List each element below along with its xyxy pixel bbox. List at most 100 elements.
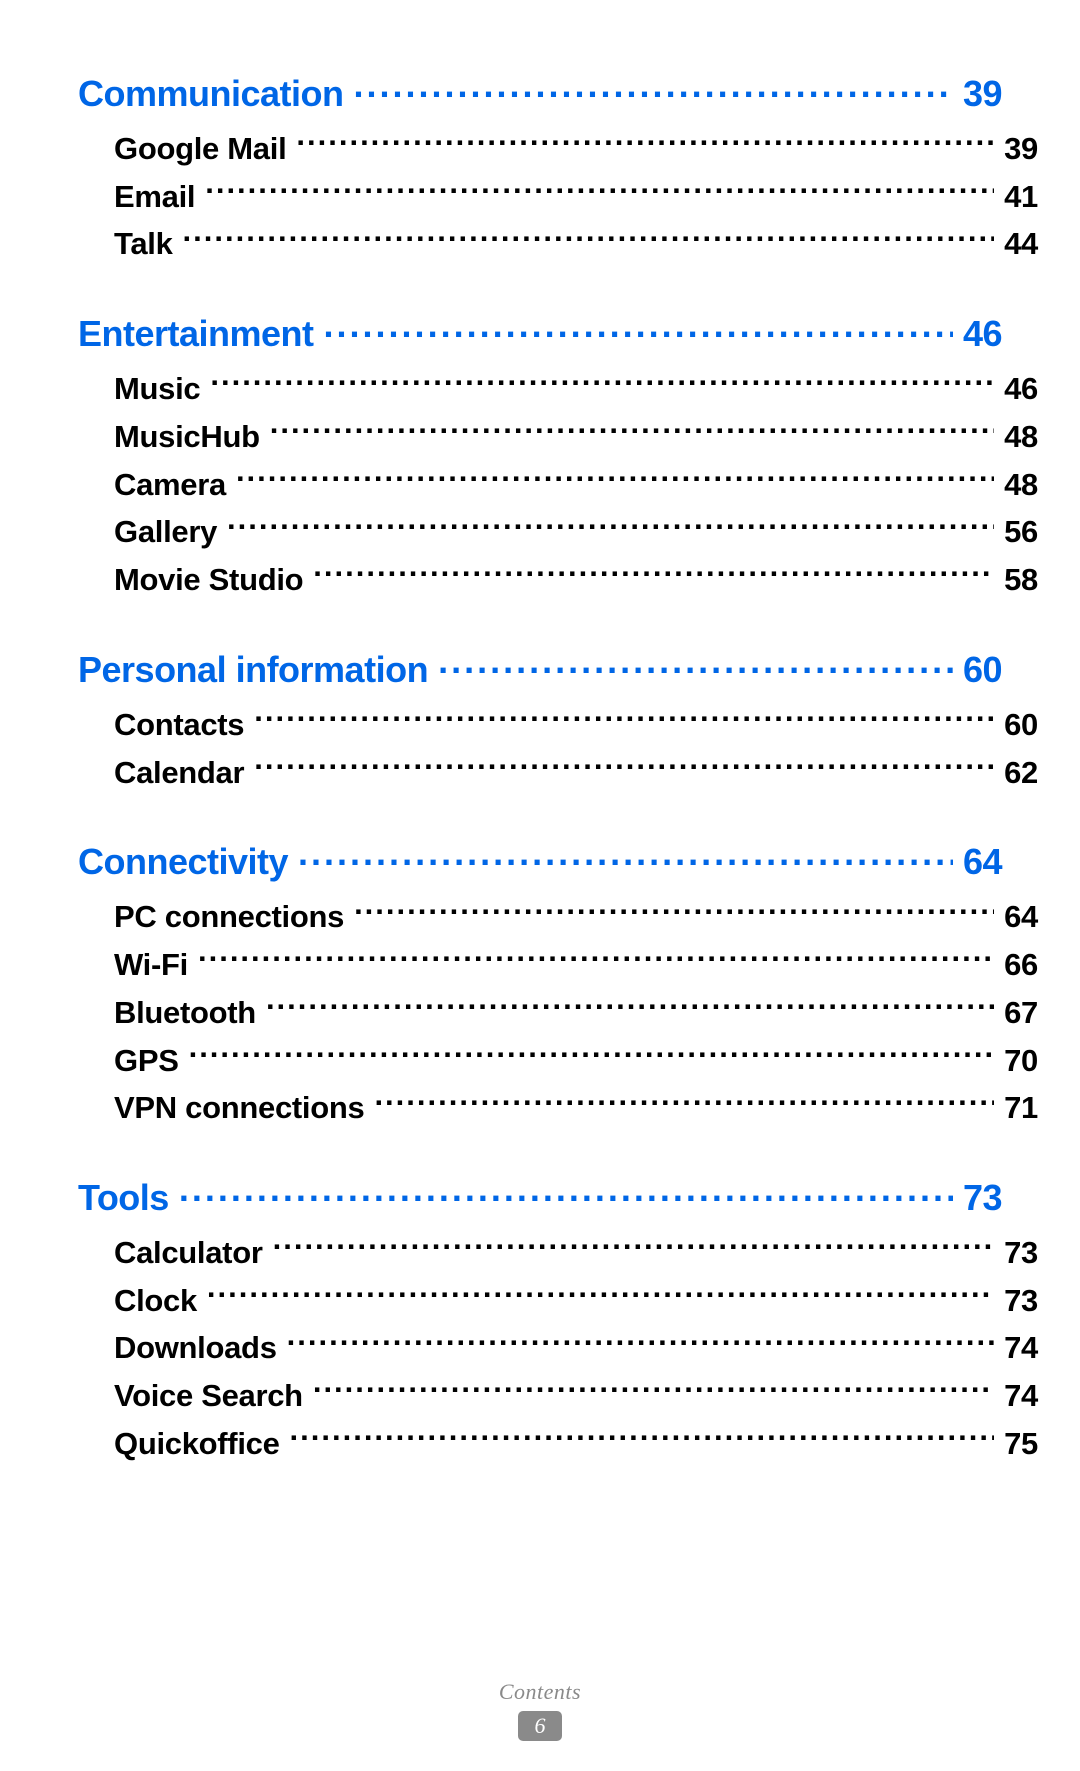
toc-item-page[interactable]: 74 [994, 1372, 1038, 1420]
toc-item[interactable]: Movie Studio 58 [78, 556, 1038, 604]
toc-item[interactable]: Talk 44 [78, 220, 1038, 268]
toc-item[interactable]: Calculator 73 [78, 1229, 1038, 1277]
toc-item-page[interactable]: 44 [994, 220, 1038, 268]
toc-item-page[interactable]: 75 [994, 1420, 1038, 1468]
toc-item[interactable]: Quickoffice 75 [78, 1420, 1038, 1468]
toc-section: Entertainment46Music46MusicHub48Camera48… [78, 310, 1002, 604]
toc-section-page[interactable]: 73 [953, 1177, 1002, 1219]
toc-item[interactable]: VPN connections 71 [78, 1084, 1038, 1132]
toc-item-page[interactable]: 48 [994, 413, 1038, 461]
toc-leader [236, 464, 994, 495]
toc-item-page[interactable]: 48 [994, 461, 1038, 509]
toc-item[interactable]: GPS 70 [78, 1037, 1038, 1085]
toc-section-title[interactable]: Communication [78, 73, 354, 115]
toc-item[interactable]: Calendar 62 [78, 749, 1038, 797]
toc-item-page[interactable]: 71 [994, 1084, 1038, 1132]
toc-section-heading[interactable]: Entertainment 46 [78, 310, 1002, 355]
toc-item-title[interactable]: Talk [114, 220, 183, 268]
toc-item-page[interactable]: 41 [994, 173, 1038, 221]
toc-item[interactable]: PC connections 64 [78, 893, 1038, 941]
toc-item-page[interactable]: 74 [994, 1324, 1038, 1372]
toc-leader [287, 1327, 994, 1358]
page-footer: Contents 6 [0, 1679, 1080, 1741]
toc-leader [189, 1040, 995, 1071]
toc-section: Personal information 60 Contacts 60 Calendar… [78, 646, 1002, 796]
toc-item-title[interactable]: Downloads [114, 1324, 287, 1372]
toc-item-title[interactable]: Movie Studio [114, 556, 313, 604]
toc-section-page[interactable]: 46 [953, 313, 1002, 355]
toc-section-heading[interactable]: Personal information 60 [78, 646, 1002, 691]
toc-leader [324, 310, 953, 346]
toc-item-page[interactable]: 66 [994, 941, 1038, 989]
toc-item[interactable]: Camera 48 [78, 461, 1038, 509]
toc-item-page[interactable]: 64 [994, 893, 1038, 941]
toc-item-title[interactable]: Email [114, 173, 205, 221]
footer-section-label: Contents [0, 1679, 1080, 1705]
table-of-contents: Communication39Google Mail39Email41Talk4… [78, 70, 1002, 1468]
toc-item-title[interactable]: GPS [114, 1037, 189, 1085]
toc-section-heading[interactable]: Communication 39 [78, 70, 1002, 115]
toc-item-page[interactable]: 67 [994, 989, 1038, 1037]
footer-page-number: 6 [518, 1711, 562, 1741]
toc-item-title[interactable]: Google Mail [114, 125, 296, 173]
toc-section-heading[interactable]: Tools 73 [78, 1174, 1002, 1219]
toc-leader [210, 368, 994, 399]
toc-item[interactable]: Wi-Fi 66 [78, 941, 1038, 989]
toc-item-page[interactable]: 62 [994, 749, 1038, 797]
toc-leader [266, 992, 994, 1023]
toc-section-title[interactable]: Entertainment [78, 313, 324, 355]
toc-item-title[interactable]: Voice Search [114, 1372, 313, 1420]
toc-item[interactable]: Gallery 56 [78, 508, 1038, 556]
toc-item-title[interactable]: Gallery [114, 508, 227, 556]
toc-item-page[interactable]: 56 [994, 508, 1038, 556]
toc-item-page[interactable]: 73 [994, 1229, 1038, 1277]
toc-item-page[interactable]: 46 [994, 365, 1038, 413]
toc-leader [354, 896, 994, 927]
toc-section-heading[interactable]: Connectivity 64 [78, 838, 1002, 883]
toc-item[interactable]: Email 41 [78, 173, 1038, 221]
toc-leader [270, 416, 994, 447]
toc-item-title[interactable]: Music [114, 365, 210, 413]
toc-item-title[interactable]: Wi-Fi [114, 941, 198, 989]
toc-item-title[interactable]: PC connections [114, 893, 354, 941]
toc-leader [313, 1375, 994, 1406]
toc-item[interactable]: Google Mail 39 [78, 125, 1038, 173]
toc-section-page[interactable]: 39 [953, 73, 1002, 115]
toc-item[interactable]: Music 46 [78, 365, 1038, 413]
toc-leader [313, 559, 994, 590]
toc-item-page[interactable]: 73 [994, 1277, 1038, 1325]
toc-item-page[interactable]: 70 [994, 1037, 1038, 1085]
toc-item[interactable]: Bluetooth 67 [78, 989, 1038, 1037]
toc-item-title[interactable]: MusicHub [114, 413, 270, 461]
toc-leader [198, 944, 994, 975]
toc-item-title[interactable]: Calculator [114, 1229, 273, 1277]
toc-item-title[interactable]: VPN connections [114, 1084, 374, 1132]
toc-item-page[interactable]: 58 [994, 556, 1038, 604]
toc-item[interactable]: Clock 73 [78, 1277, 1038, 1325]
toc-item[interactable]: Downloads 74 [78, 1324, 1038, 1372]
toc-item-title[interactable]: Calendar [114, 749, 254, 797]
toc-section-page[interactable]: 60 [953, 649, 1002, 691]
toc-leader [179, 1174, 953, 1210]
toc-item-title[interactable]: Camera [114, 461, 236, 509]
toc-item-title[interactable]: Contacts [114, 701, 254, 749]
toc-leader [227, 511, 994, 542]
toc-item-title[interactable]: Clock [114, 1277, 207, 1325]
toc-section-title[interactable]: Tools [78, 1177, 179, 1219]
toc-leader [354, 70, 953, 106]
toc-leader [374, 1087, 994, 1118]
toc-item-title[interactable]: Bluetooth [114, 989, 266, 1037]
toc-section-title[interactable]: Connectivity [78, 841, 298, 883]
toc-leader [298, 838, 953, 874]
toc-item-page[interactable]: 60 [994, 701, 1038, 749]
toc-section-title[interactable]: Personal information [78, 649, 438, 691]
toc-section-page[interactable]: 64 [953, 841, 1002, 883]
toc-item[interactable]: MusicHub 48 [78, 413, 1038, 461]
toc-item[interactable]: Contacts 60 [78, 701, 1038, 749]
toc-leader [205, 176, 994, 207]
toc-item-title[interactable]: Quickoffice [114, 1420, 290, 1468]
toc-leader [183, 223, 995, 254]
toc-item-page[interactable]: 39 [994, 125, 1038, 173]
toc-leader [254, 704, 994, 735]
toc-item[interactable]: Voice Search 74 [78, 1372, 1038, 1420]
